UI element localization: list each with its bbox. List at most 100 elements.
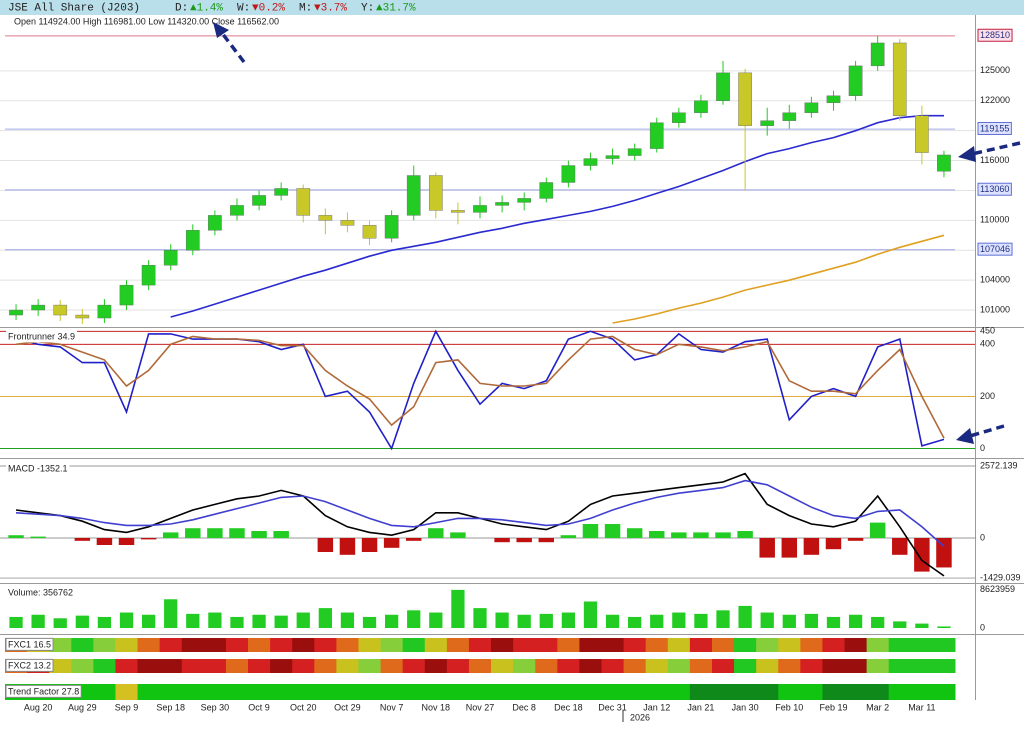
y-tick-label: 101000 bbox=[980, 304, 1010, 314]
x-tick-label: Feb 19 bbox=[819, 702, 847, 712]
level-label: 113060 bbox=[980, 184, 1009, 194]
volume-bar bbox=[694, 613, 708, 629]
heat-cell bbox=[358, 684, 382, 700]
histogram-bar bbox=[207, 528, 223, 539]
candle-body bbox=[31, 304, 45, 311]
heat-cell bbox=[468, 638, 492, 652]
heat-cell bbox=[336, 638, 359, 652]
heat-cell bbox=[93, 638, 116, 652]
heat-cell bbox=[468, 659, 492, 673]
heat-cell bbox=[623, 684, 647, 700]
candle-body bbox=[892, 42, 907, 116]
volume-bar bbox=[782, 614, 796, 629]
heat-cell bbox=[292, 659, 315, 673]
histogram-bar bbox=[604, 524, 621, 539]
y-tick-label: 110000 bbox=[980, 215, 1009, 225]
heat-cell bbox=[800, 684, 823, 700]
volume-bar bbox=[362, 616, 377, 629]
volume-bar bbox=[561, 612, 575, 629]
histogram-bar bbox=[450, 532, 466, 539]
candle-body bbox=[362, 225, 377, 239]
y-tick-label: 450 bbox=[980, 326, 995, 336]
heat-cell bbox=[424, 638, 448, 652]
histogram-bar bbox=[914, 538, 930, 572]
heat-cell bbox=[866, 684, 890, 700]
histogram-bar bbox=[273, 531, 289, 539]
histogram-bar bbox=[30, 536, 46, 539]
heat-cell bbox=[491, 684, 514, 700]
heat-cell bbox=[734, 684, 757, 700]
x-tick-label: Dec 31 bbox=[598, 702, 627, 712]
heat-cell bbox=[380, 659, 404, 673]
heat-cell bbox=[778, 638, 801, 652]
heat-cell bbox=[910, 684, 934, 700]
heat-cell bbox=[711, 659, 735, 673]
heat-cell bbox=[822, 684, 846, 700]
histogram-bar bbox=[405, 538, 422, 541]
volume-bar bbox=[296, 612, 310, 629]
candle-body bbox=[539, 182, 554, 199]
level-label: 119155 bbox=[980, 123, 1009, 133]
volume-bar bbox=[517, 614, 531, 629]
heat-cell bbox=[844, 659, 868, 673]
volume-bar bbox=[738, 605, 752, 629]
histogram-bar bbox=[803, 538, 820, 555]
histogram-bar bbox=[847, 538, 864, 541]
heat-cell bbox=[203, 638, 227, 652]
y-tick-label: -1429.039 bbox=[980, 572, 1021, 582]
heat-cell bbox=[137, 659, 161, 673]
heat-cell bbox=[535, 684, 558, 700]
candle-body bbox=[119, 284, 134, 306]
stat-value: ▲1.4% bbox=[190, 2, 223, 14]
series-line bbox=[15, 335, 945, 439]
x-tick-label: Mar 11 bbox=[908, 702, 935, 712]
heat-cell bbox=[601, 659, 625, 673]
x-tick-label: Sep 18 bbox=[156, 702, 185, 712]
histogram-bar bbox=[162, 532, 179, 539]
candle-body bbox=[451, 210, 465, 213]
x-tick-label: Jan 30 bbox=[732, 702, 759, 712]
heat-cell bbox=[248, 684, 271, 700]
heat-cell bbox=[822, 638, 846, 652]
heat-cell bbox=[270, 638, 293, 652]
level-label: 107046 bbox=[980, 244, 1010, 254]
heat-cell bbox=[601, 684, 625, 700]
heat-cell bbox=[778, 659, 801, 673]
heat-cell bbox=[446, 638, 470, 652]
heat-cell bbox=[314, 638, 337, 652]
volume-bar bbox=[318, 608, 332, 629]
volume-bar bbox=[186, 613, 200, 629]
histogram-bar bbox=[560, 535, 577, 539]
histogram-bar bbox=[936, 538, 952, 568]
chart-title: JSE All Share (J203) bbox=[8, 2, 140, 14]
candle-body bbox=[274, 188, 288, 196]
volume-bar bbox=[760, 612, 774, 629]
year-label: 2026 bbox=[630, 712, 650, 722]
x-tick-label: Feb 10 bbox=[775, 702, 803, 712]
histogram-bar bbox=[715, 532, 731, 539]
heat-cell bbox=[115, 684, 139, 700]
heat-cell bbox=[181, 638, 205, 652]
heat-cell bbox=[579, 638, 603, 652]
heat-cell bbox=[689, 684, 713, 700]
heat-cell bbox=[800, 638, 823, 652]
heat-cell bbox=[822, 659, 846, 673]
heat-cell bbox=[910, 659, 934, 673]
volume-bar bbox=[385, 614, 399, 629]
stat-value: ▼0.2% bbox=[252, 2, 285, 14]
y-tick-label: 2572.139 bbox=[980, 460, 1018, 470]
candle-body bbox=[716, 72, 730, 101]
histogram-bar bbox=[538, 538, 555, 543]
heat-cell bbox=[888, 684, 912, 700]
heat-cell bbox=[844, 684, 868, 700]
heat-cell bbox=[203, 659, 227, 673]
panel-title: Volume: 356762 bbox=[8, 587, 73, 597]
candle-body bbox=[318, 215, 333, 221]
volume-bar bbox=[451, 589, 465, 629]
stat-label: D: bbox=[175, 2, 188, 14]
candle-body bbox=[760, 120, 775, 126]
histogram-bar bbox=[693, 532, 709, 539]
histogram-bar bbox=[671, 532, 687, 539]
histogram-bar bbox=[317, 538, 334, 553]
heat-cell bbox=[756, 638, 779, 652]
